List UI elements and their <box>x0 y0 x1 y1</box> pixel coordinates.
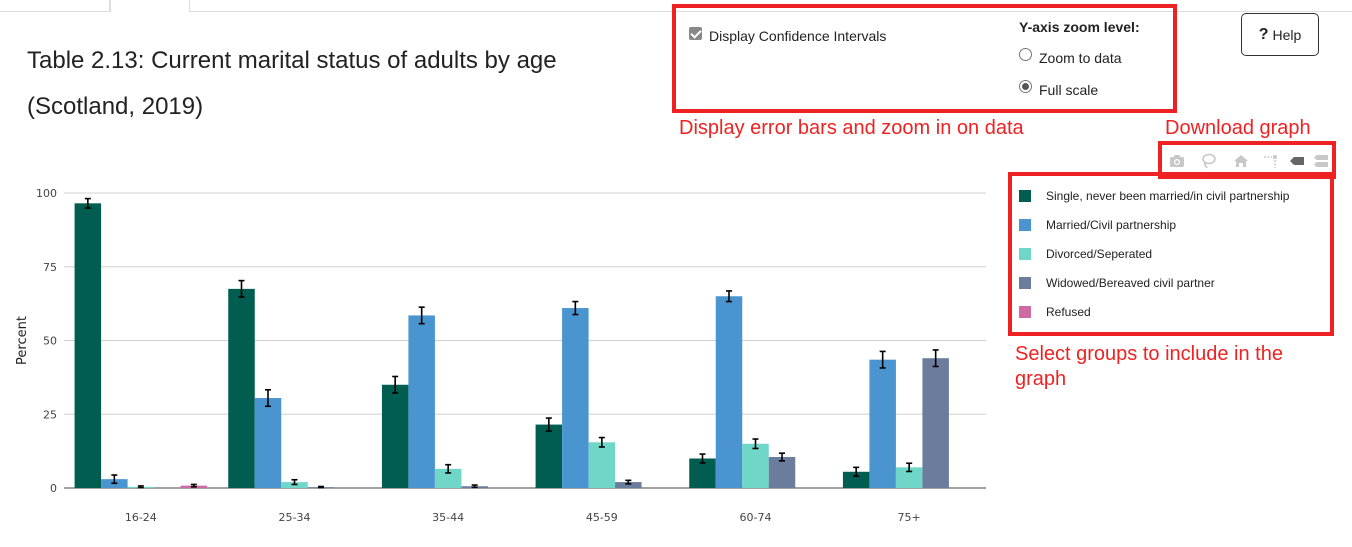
legend-item-refused[interactable]: Refused <box>1019 305 1091 319</box>
compare-data-icon[interactable] <box>1312 152 1330 170</box>
legend-item-divorced[interactable]: Divorced/Seperated <box>1019 247 1152 261</box>
legend-label-widowed: Widowed/Bereaved civil partner <box>1046 276 1215 290</box>
y-tick-label: 75 <box>43 261 57 274</box>
x-tick-label: 35-44 <box>432 511 464 524</box>
bar[interactable] <box>768 457 796 488</box>
page-title-line1: Table 2.13: Current marital status of ad… <box>27 47 557 74</box>
camera-icon[interactable] <box>1168 152 1186 170</box>
bar[interactable] <box>588 442 616 488</box>
y-axis-title: Percent <box>15 316 30 365</box>
zoom-to-data-radio[interactable] <box>1019 48 1032 61</box>
page-title: Table 2.13: Current marital status of ad… <box>27 38 657 130</box>
bar[interactable] <box>842 471 870 488</box>
y-tick-label: 25 <box>43 408 57 421</box>
bar[interactable] <box>535 424 563 488</box>
x-tick-label: 60-74 <box>740 511 772 524</box>
annotation-legend-line1: Select groups to include in the <box>1015 343 1283 365</box>
lasso-icon[interactable] <box>1200 152 1218 170</box>
bar[interactable] <box>922 358 949 488</box>
x-tick-label: 16-24 <box>125 511 157 524</box>
legend-swatch-married <box>1019 219 1031 231</box>
legend-item-married[interactable]: Married/Civil partnership <box>1019 218 1176 232</box>
help-question-icon: ? <box>1258 25 1269 43</box>
bar[interactable] <box>615 482 642 488</box>
annotation-controls: Display error bars and zoom in on data <box>679 117 1024 139</box>
y-tick-label: 50 <box>43 335 57 348</box>
legend-swatch-divorced <box>1019 248 1031 260</box>
bar[interactable] <box>869 359 896 488</box>
bar[interactable] <box>742 443 769 488</box>
bar[interactable] <box>254 398 282 488</box>
y-tick-label: 0 <box>50 482 57 495</box>
bar[interactable] <box>434 468 462 488</box>
bar[interactable] <box>895 467 923 488</box>
tab-strip <box>0 0 1352 12</box>
legend-item-single[interactable]: Single, never been married/in civil part… <box>1019 189 1289 203</box>
confidence-intervals-checkbox[interactable] <box>689 27 702 40</box>
annotation-legend-line2: graph <box>1015 368 1067 390</box>
tab-previous[interactable] <box>0 0 110 12</box>
full-scale-label[interactable]: Full scale <box>1039 82 1099 98</box>
x-tick-label: 75+ <box>898 511 921 524</box>
bar-chart[interactable]: 0 25 50 75 100 Percent 16-24 25-34 35-44 45-59 60-… <box>0 170 1000 547</box>
bar[interactable] <box>74 203 102 488</box>
x-tick-label: 25-34 <box>279 511 311 524</box>
x-tick-label: 45-59 <box>586 511 618 524</box>
controls-highlight-box <box>672 4 1177 113</box>
legend-label-married: Married/Civil partnership <box>1046 218 1177 232</box>
legend-swatch-single <box>1019 190 1031 202</box>
tab-divider <box>190 11 1352 12</box>
legend-item-widowed[interactable]: Widowed/Bereaved civil partner <box>1019 276 1215 290</box>
legend-label-refused: Refused <box>1046 305 1091 319</box>
bar[interactable] <box>228 288 255 488</box>
bar[interactable] <box>715 296 743 488</box>
zoom-to-data-label[interactable]: Zoom to data <box>1039 50 1122 66</box>
bar[interactable] <box>381 384 409 488</box>
confidence-intervals-label[interactable]: Display Confidence Intervals <box>709 28 887 44</box>
modebar-highlight-box <box>1158 141 1336 179</box>
bar[interactable] <box>408 315 435 488</box>
bar[interactable] <box>562 308 589 488</box>
legend-highlight-box <box>1008 172 1334 336</box>
legend-label-divorced: Divorced/Seperated <box>1046 247 1153 261</box>
tab-active[interactable] <box>110 0 190 12</box>
legend-label-single: Single, never been married/in civil part… <box>1046 189 1290 203</box>
y-tick-label: 100 <box>36 187 57 200</box>
help-button-label: Help <box>1272 26 1302 43</box>
legend-swatch-refused <box>1019 306 1031 318</box>
legend-swatch-widowed <box>1019 277 1031 289</box>
spike-lines-icon[interactable] <box>1262 152 1280 170</box>
page-title-line2: (Scotland, 2019) <box>27 93 204 120</box>
full-scale-radio[interactable] <box>1019 80 1032 93</box>
show-closest-icon[interactable] <box>1288 152 1306 170</box>
annotation-download: Download graph <box>1165 117 1311 139</box>
zoom-level-title: Y-axis zoom level: <box>1019 19 1140 35</box>
home-icon[interactable] <box>1232 152 1250 170</box>
help-button[interactable]: ? Help <box>1241 13 1319 56</box>
